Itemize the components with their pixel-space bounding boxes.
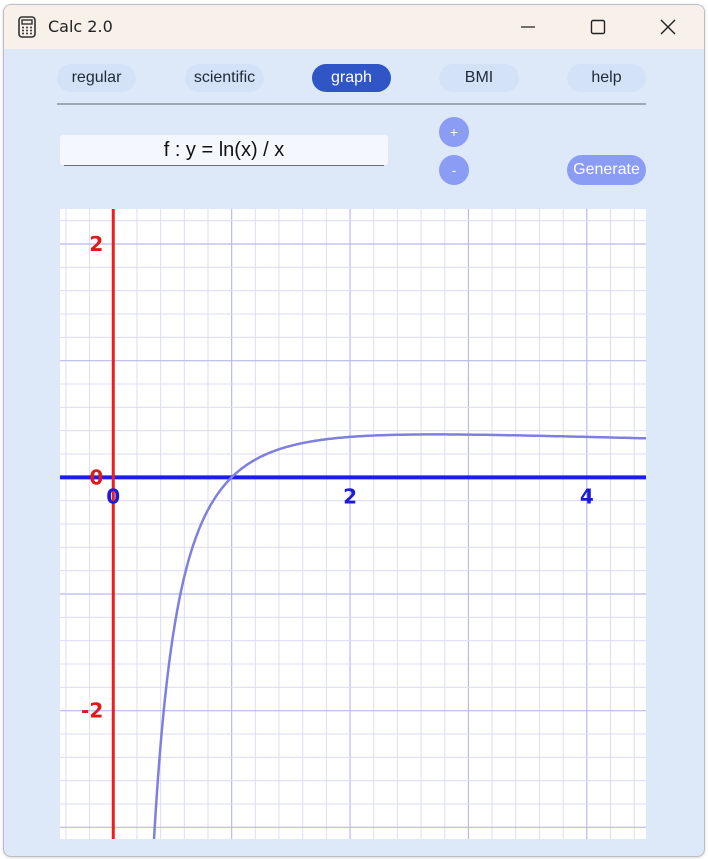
close-icon [660, 19, 676, 35]
zoom-out-button[interactable]: - [439, 155, 469, 185]
formula-input[interactable]: f : y = ln(x) / x [60, 135, 388, 165]
tab-regular[interactable]: regular [57, 64, 136, 92]
function-graph[interactable]: 0 2 4 2 0 -2 [60, 209, 646, 839]
window-title: Calc 2.0 [48, 17, 113, 36]
tab-help[interactable]: help [567, 64, 646, 92]
minimize-icon [521, 26, 535, 28]
x-tick-label: 0 [106, 484, 120, 508]
calculator-icon [17, 16, 37, 38]
minimize-button[interactable] [504, 5, 552, 49]
generate-button[interactable]: Generate [567, 155, 646, 185]
function-curve [152, 433, 646, 839]
y-tick-label: -2 [81, 699, 103, 723]
maximize-icon [590, 19, 606, 35]
y-tick-label: 2 [89, 232, 103, 256]
maximize-button[interactable] [574, 5, 622, 49]
app-window: Calc 2.0 regular scientific graph BMI he… [3, 4, 705, 857]
tab-graph[interactable]: graph [312, 64, 391, 92]
formula-underline [64, 165, 384, 166]
close-button[interactable] [644, 5, 692, 49]
tab-scientific[interactable]: scientific [185, 64, 264, 92]
x-tick-label: 4 [580, 484, 594, 508]
tabs-divider [57, 103, 646, 105]
tab-bmi[interactable]: BMI [439, 64, 519, 92]
title-bar: Calc 2.0 [4, 5, 704, 49]
zoom-in-button[interactable]: + [439, 117, 469, 147]
x-tick-label: 2 [343, 484, 357, 508]
y-tick-label: 0 [89, 465, 103, 489]
